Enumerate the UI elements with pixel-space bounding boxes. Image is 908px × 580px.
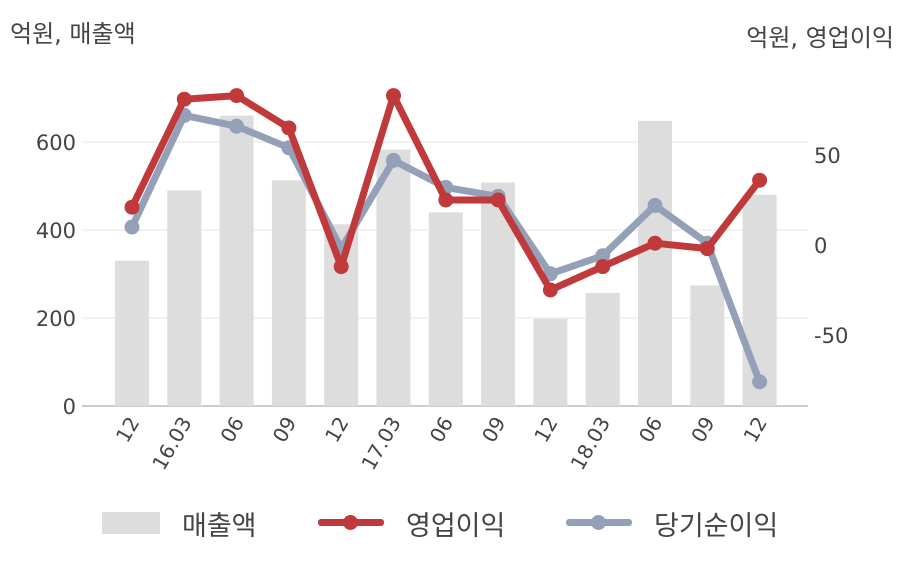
point-net-income [229, 118, 245, 134]
right-tick-label: 0 [814, 234, 827, 258]
point-operating-profit [281, 120, 297, 136]
point-operating-profit [752, 172, 768, 188]
legend-label-net-income: 당기순이익 [654, 510, 779, 542]
point-operating-profit [542, 282, 558, 298]
point-operating-profit [124, 199, 140, 215]
x-tick-label: 16.03 [147, 413, 196, 475]
bar-sales [167, 190, 202, 406]
point-net-income [595, 248, 611, 264]
bar-sales [742, 194, 777, 406]
x-tick-label: 09 [686, 413, 720, 447]
point-operating-profit [647, 235, 663, 251]
legend-swatch-operating-profit [318, 512, 384, 534]
left-axis-unit-label: 억원, 매출액 [10, 20, 136, 48]
right-axis-unit-label: 억원, 영업이익 [746, 24, 894, 52]
legend-label-sales: 매출액 [182, 510, 257, 542]
x-tick-label: 06 [425, 413, 459, 447]
right-tick-label: -50 [814, 324, 848, 348]
bar-sales [115, 260, 149, 406]
x-tick-label: 12 [529, 413, 563, 447]
bar-sales [376, 149, 411, 407]
x-tick-label: 17.03 [356, 413, 405, 475]
point-operating-profit [176, 91, 192, 107]
right-tick-label: 50 [814, 144, 841, 168]
left-tick-label: 200 [36, 307, 76, 331]
bar-sales [533, 318, 568, 406]
bar-sales [219, 115, 254, 406]
legend-item-operating-profit: 영업이익 [318, 500, 505, 546]
x-tick-label: 12 [111, 413, 145, 447]
point-operating-profit [438, 192, 454, 208]
x-tick-label: 12 [738, 413, 772, 447]
legend: 매출액 영업이익 당기순이익 [0, 500, 908, 550]
point-net-income [647, 197, 663, 213]
point-net-income [124, 219, 140, 235]
legend-label-operating-profit: 영업이익 [406, 510, 506, 542]
point-operating-profit [699, 241, 715, 257]
point-operating-profit [490, 192, 506, 208]
point-net-income [386, 152, 401, 168]
point-operating-profit [229, 88, 245, 104]
left-tick-label: 600 [36, 131, 76, 155]
x-tick-label: 06 [215, 413, 249, 447]
left-tick-label: 0 [63, 395, 76, 419]
x-tick-label: 09 [477, 412, 511, 446]
point-operating-profit [386, 88, 401, 104]
x-tick-label: 09 [268, 413, 302, 447]
legend-swatch-sales [102, 512, 160, 534]
bar-sales [690, 285, 725, 406]
x-tick-label: 06 [634, 413, 668, 447]
legend-swatch-net-income [566, 512, 632, 534]
point-net-income [752, 374, 768, 390]
point-operating-profit [333, 259, 349, 275]
legend-item-net-income: 당기순이익 [566, 500, 778, 546]
legend-item-sales: 매출액 [102, 500, 257, 546]
bar-sales [638, 120, 672, 406]
bar-sales [428, 212, 463, 406]
bar-sales [585, 292, 620, 406]
bar-sales [271, 180, 306, 406]
left-tick-label: 400 [36, 219, 76, 243]
x-tick-label: 12 [320, 413, 354, 447]
x-tick-label: 18.03 [566, 413, 615, 475]
point-operating-profit [595, 259, 611, 275]
